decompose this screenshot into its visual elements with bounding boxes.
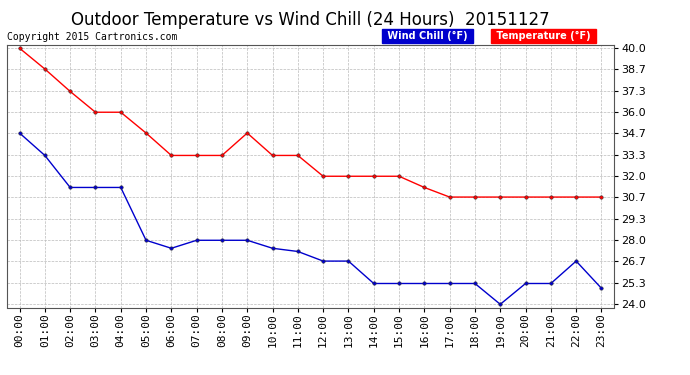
Text: Wind Chill (°F): Wind Chill (°F) — [384, 31, 471, 41]
Text: Outdoor Temperature vs Wind Chill (24 Hours)  20151127: Outdoor Temperature vs Wind Chill (24 Ho… — [71, 11, 550, 29]
Text: Copyright 2015 Cartronics.com: Copyright 2015 Cartronics.com — [7, 32, 177, 42]
Text: Temperature (°F): Temperature (°F) — [493, 31, 594, 41]
